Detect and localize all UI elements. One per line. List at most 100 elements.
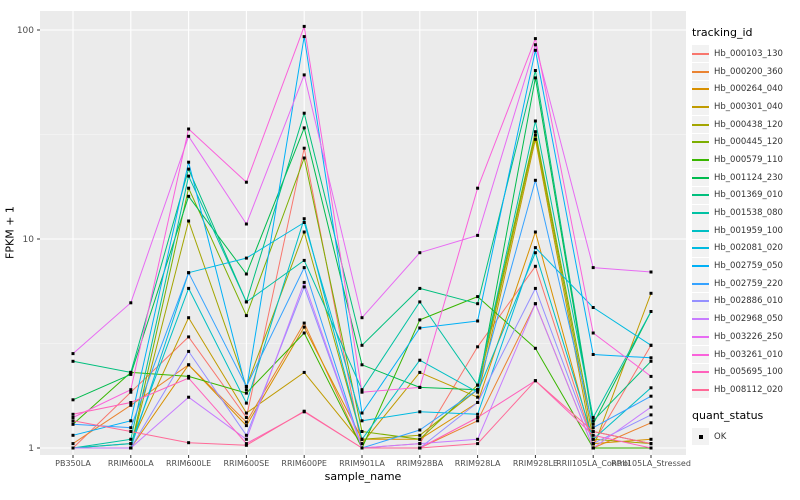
legend-line-swatch	[692, 318, 709, 321]
data-point	[360, 446, 364, 450]
legend-line-swatch	[692, 176, 709, 179]
data-point	[302, 217, 306, 221]
data-point	[187, 134, 191, 138]
legend-item-label: Hb_000103_130	[714, 48, 783, 59]
x-tick-label: RRIM600LA	[108, 459, 154, 468]
data-point	[302, 409, 306, 413]
data-point	[649, 343, 653, 347]
data-point	[476, 390, 480, 394]
legend-line-swatch	[692, 52, 709, 55]
data-point	[476, 388, 480, 392]
data-point	[649, 356, 653, 360]
data-point	[476, 233, 480, 237]
data-point	[649, 442, 653, 446]
data-point	[302, 370, 306, 374]
data-point	[533, 130, 537, 134]
legend-item-label: Hb_002968_050	[714, 314, 783, 325]
data-point	[360, 437, 364, 441]
legend-item-label: Hb_002759_220	[714, 278, 783, 289]
data-point	[591, 442, 595, 446]
legend-item-Hb_002968_050: Hb_002968_050	[692, 310, 798, 328]
legend-line-swatch	[692, 88, 709, 91]
data-point	[591, 426, 595, 430]
data-point	[533, 346, 537, 350]
legend-line-swatch	[692, 335, 709, 338]
data-point	[302, 111, 306, 115]
legend-item-label: Hb_000264_040	[714, 84, 783, 95]
data-point	[129, 390, 133, 394]
data-point	[71, 416, 75, 419]
data-point	[187, 363, 191, 367]
legend-line-swatch	[692, 371, 709, 374]
legend-item-Hb_000301_040: Hb_000301_040	[692, 98, 798, 116]
data-point	[418, 300, 422, 304]
legend-key-line	[692, 239, 709, 257]
data-point	[476, 401, 480, 404]
legend-key-line	[692, 169, 709, 187]
y-tick-label: 10	[23, 235, 35, 245]
legend-item-Hb_001959_100: Hb_001959_100	[692, 222, 798, 240]
data-point	[476, 319, 480, 323]
data-point	[302, 280, 306, 284]
data-point	[71, 419, 75, 423]
legend-line-swatch	[692, 388, 709, 391]
data-point	[302, 73, 306, 77]
y-tick-label: 1	[28, 444, 34, 454]
legend-key-line	[692, 275, 709, 293]
data-point	[533, 230, 537, 234]
legend-key-line	[692, 381, 709, 399]
data-point	[476, 186, 480, 190]
legend-item-label: Hb_000301_040	[714, 101, 783, 112]
x-tick-label: RRIM928LE	[513, 459, 558, 468]
legend-item-Hb_008112_020: Hb_008112_020	[692, 381, 798, 399]
data-point	[129, 401, 133, 404]
data-point	[476, 383, 480, 387]
data-point	[533, 69, 537, 72]
data-point	[360, 390, 364, 394]
legend-item-label: Hb_001124_230	[714, 172, 783, 183]
data-point	[71, 442, 75, 446]
data-point	[244, 388, 248, 392]
data-point	[476, 412, 480, 416]
data-point	[129, 442, 133, 446]
data-point	[187, 160, 191, 164]
data-point	[476, 437, 480, 441]
legend-line-swatch	[692, 212, 709, 215]
legend-line-swatch	[692, 123, 709, 126]
data-point	[244, 391, 248, 395]
legend-item-label: Hb_008112_020	[714, 384, 783, 395]
x-tick-label: RRII105LA_Control	[556, 459, 630, 468]
data-point	[302, 146, 306, 150]
data-point	[533, 43, 537, 47]
data-point	[360, 343, 364, 347]
legend-key-line	[692, 292, 709, 310]
legend-item-Hb_002759_220: Hb_002759_220	[692, 275, 798, 293]
legend-key-line	[692, 363, 709, 381]
data-point	[591, 306, 595, 309]
data-point	[418, 410, 422, 414]
legend-title-tracking-id: tracking_id	[692, 26, 753, 39]
legend: tracking_id Hb_000103_130 Hb_000200_360 Hb…	[692, 26, 798, 446]
data-point	[533, 133, 537, 137]
legend-key-line	[692, 222, 709, 240]
data-point	[187, 194, 191, 198]
legend-item-Hb_003261_010: Hb_003261_010	[692, 346, 798, 364]
data-point	[187, 286, 191, 290]
data-point	[129, 372, 133, 376]
data-point	[302, 266, 306, 270]
legend-key-line	[692, 151, 709, 169]
data-point	[71, 446, 75, 450]
data-point	[71, 433, 75, 437]
data-point	[187, 219, 191, 223]
legend-point-swatch	[698, 434, 703, 439]
data-point	[244, 420, 248, 424]
data-point	[244, 385, 248, 388]
legend-line-swatch	[692, 265, 709, 268]
data-point	[302, 35, 306, 39]
data-point	[533, 251, 537, 255]
data-point	[591, 419, 595, 423]
legend-item-label: Hb_003226_250	[714, 331, 783, 342]
data-point	[129, 388, 133, 392]
data-point	[302, 221, 306, 224]
